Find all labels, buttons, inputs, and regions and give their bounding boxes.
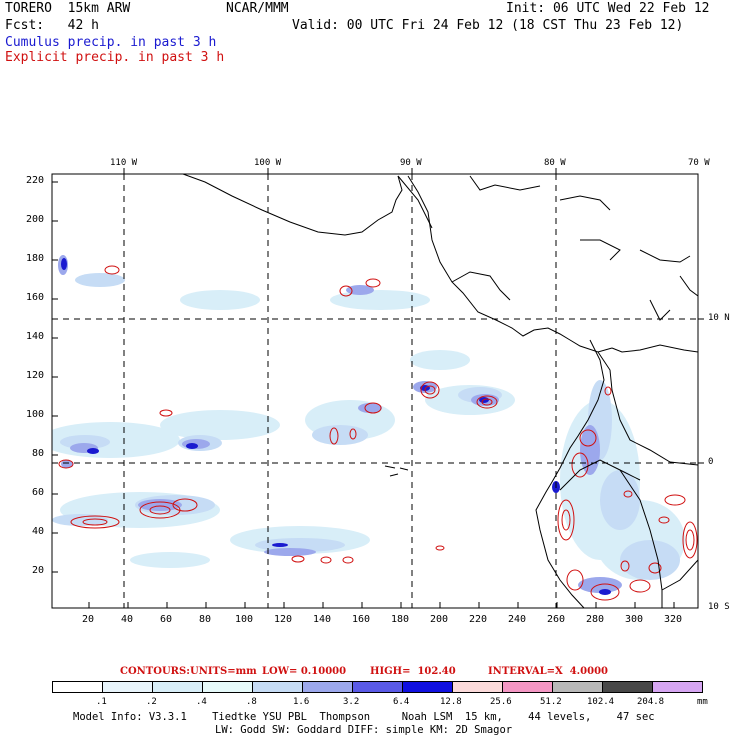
y-tick-label: 20 (32, 565, 45, 576)
colorbar-unit: mm (697, 697, 708, 707)
x-tick-label: 180 (391, 614, 410, 625)
precip-field (52, 174, 698, 608)
x-tick-label: 60 (160, 614, 173, 625)
x-tick-label: 20 (82, 614, 95, 625)
lat-label-10n: 10 N (708, 313, 730, 323)
init-time: Init: 06 UTC Wed 22 Feb 12 (506, 1, 710, 16)
x-tick-label: 240 (508, 614, 527, 625)
colorbar-label: 51.2 (540, 697, 562, 707)
colorbar-label: .2 (146, 697, 157, 707)
latlon-ticks (123, 168, 704, 464)
valid-time: Valid: 00 UTC Fri 24 Feb 12 (18 CST Thu … (292, 18, 684, 33)
colorbar-swatch (52, 681, 103, 693)
colorbar-swatch (252, 681, 303, 693)
x-tick-label: 320 (664, 614, 683, 625)
colorbar-label: .1 (96, 697, 107, 707)
y-tick-label: 100 (26, 409, 45, 420)
y-tick-label: 220 (26, 175, 45, 186)
colorbar-swatch (352, 681, 403, 693)
x-tick-label: 160 (352, 614, 371, 625)
legend-explicit: Explicit precip. in past 3 h (5, 50, 225, 65)
forecast-hour: Fcst: 42 h (5, 18, 99, 33)
x-tick-label: 140 (313, 614, 332, 625)
colorbar-label: 12.8 (440, 697, 462, 707)
contours-low: LOW= 0.10000 (262, 666, 347, 677)
colorbar-swatch (102, 681, 153, 693)
colorbar-swatch (552, 681, 603, 693)
y-tick-label: 120 (26, 370, 45, 381)
lon-label-100w: 100 W (254, 158, 282, 168)
colorbar-label: 25.6 (490, 697, 512, 707)
organization-label: NCAR/MMM (226, 1, 289, 16)
lon-label-70w: 70 W (688, 158, 710, 168)
graticule (52, 174, 698, 608)
colorbar-label: 1.6 (293, 697, 310, 707)
y-tick-label: 140 (26, 331, 45, 342)
lon-label-110w: 110 W (110, 158, 138, 168)
y-tick-label: 80 (32, 448, 45, 459)
colorbar-swatch (152, 681, 203, 693)
contours-interval: INTERVAL=X 4.0000 (488, 666, 608, 677)
colorbar-swatch (602, 681, 653, 693)
x-tick-label: 200 (430, 614, 449, 625)
lat-label-10s: 10 S (708, 602, 730, 612)
y-tick-label: 200 (26, 214, 45, 225)
x-tick-label: 260 (547, 614, 566, 625)
y-tick-label: 160 (26, 292, 45, 303)
contours-label: CONTOURS: (120, 666, 190, 677)
x-tick-label: 220 (469, 614, 488, 625)
x-tick-label: 120 (274, 614, 293, 625)
lat-label-0: 0 (708, 457, 714, 467)
lon-label-80w: 80 W (544, 158, 566, 168)
model-physics: LW: Godd SW: Goddard DIFF: simple KM: 2D… (215, 724, 513, 736)
model-info: Model Info: V3.3.1 Tiedtke YSU PBL Thomp… (73, 711, 655, 723)
colorbar-label: 6.4 (393, 697, 410, 707)
y-tick-label: 40 (32, 526, 45, 537)
colorbar-label: .4 (196, 697, 207, 707)
colorbar-swatch (302, 681, 353, 693)
colorbar-swatch (452, 681, 503, 693)
x-tick-label: 40 (121, 614, 134, 625)
colorbar-swatch (652, 681, 703, 693)
colorbar-swatch (402, 681, 453, 693)
legend-cumulus: Cumulus precip. in past 3 h (5, 35, 217, 50)
x-tick-label: 100 (235, 614, 254, 625)
y-tick-label: 180 (26, 253, 45, 264)
colorbar-label: 102.4 (587, 697, 615, 707)
x-tick-label: 280 (586, 614, 605, 625)
colorbar-swatch (502, 681, 553, 693)
contours-high: HIGH= 102.40 (370, 666, 456, 677)
x-axis-ticks (88, 602, 675, 608)
y-axis-ticks (52, 181, 58, 573)
y-tick-label: 60 (32, 487, 45, 498)
colorbar-label: 3.2 (343, 697, 360, 707)
colorbar-swatch (202, 681, 253, 693)
map-frame (51, 173, 699, 609)
colorbar-label: 204.8 (637, 697, 665, 707)
model-title: TORERO 15km ARW (5, 1, 131, 16)
x-tick-label: 300 (625, 614, 644, 625)
colorbar-label: .8 (246, 697, 257, 707)
contours-units: UNITS=mm (190, 666, 257, 677)
lon-label-90w: 90 W (400, 158, 422, 168)
x-tick-label: 80 (199, 614, 212, 625)
